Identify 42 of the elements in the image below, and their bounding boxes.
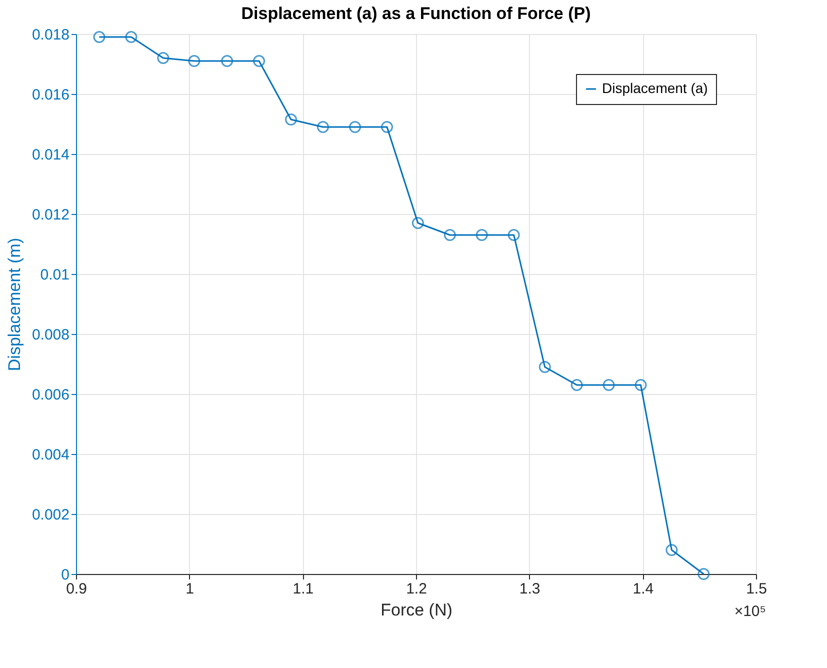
point <box>253 55 266 67</box>
point <box>125 31 138 43</box>
x-tick-label: 1.3 <box>519 580 540 598</box>
point <box>285 114 297 126</box>
y-axis-title: Displacement (m) <box>4 238 24 372</box>
x-tick-label: 0.9 <box>66 580 87 598</box>
y-tick-label: 0.016 <box>32 86 70 104</box>
x-tick-label: 1.4 <box>632 580 654 598</box>
x-tick-label: 1.2 <box>406 580 427 598</box>
y-tick-label: 0.006 <box>32 386 70 404</box>
chart-title: Displacement (a) as a Function of Force (P) <box>241 4 591 23</box>
point <box>444 229 456 241</box>
point <box>157 52 170 64</box>
point <box>349 121 362 133</box>
y-tick-label: 0.012 <box>32 206 70 224</box>
point <box>666 544 678 556</box>
point <box>538 361 551 373</box>
point <box>476 229 488 241</box>
point <box>570 379 583 391</box>
point <box>380 121 393 133</box>
x-tick-label: 1 <box>186 580 194 598</box>
y-tick-label: 0.018 <box>32 26 70 44</box>
point <box>188 55 200 67</box>
x-axis-title: Force (N) <box>380 600 452 620</box>
text: ×10⁵ <box>734 603 766 620</box>
point <box>316 121 329 133</box>
x-tick-label: 1.1 <box>292 580 314 598</box>
y-tick-label: 0 <box>61 566 70 584</box>
legend-label: Displacement (a) <box>602 80 708 96</box>
y-tick-label: 0.004 <box>32 446 70 464</box>
y-tick-label: 0.002 <box>32 506 70 524</box>
point <box>412 217 424 229</box>
point <box>508 229 520 241</box>
point <box>93 31 106 43</box>
point <box>634 379 647 391</box>
point <box>221 55 234 67</box>
y-tick-label: 0.01 <box>40 266 70 284</box>
y-tick-label: 0.008 <box>32 326 70 344</box>
y-tick-label: 0.014 <box>32 146 70 164</box>
x-tick-label: 1.5 <box>746 580 767 598</box>
point <box>602 379 615 391</box>
point <box>698 568 710 580</box>
